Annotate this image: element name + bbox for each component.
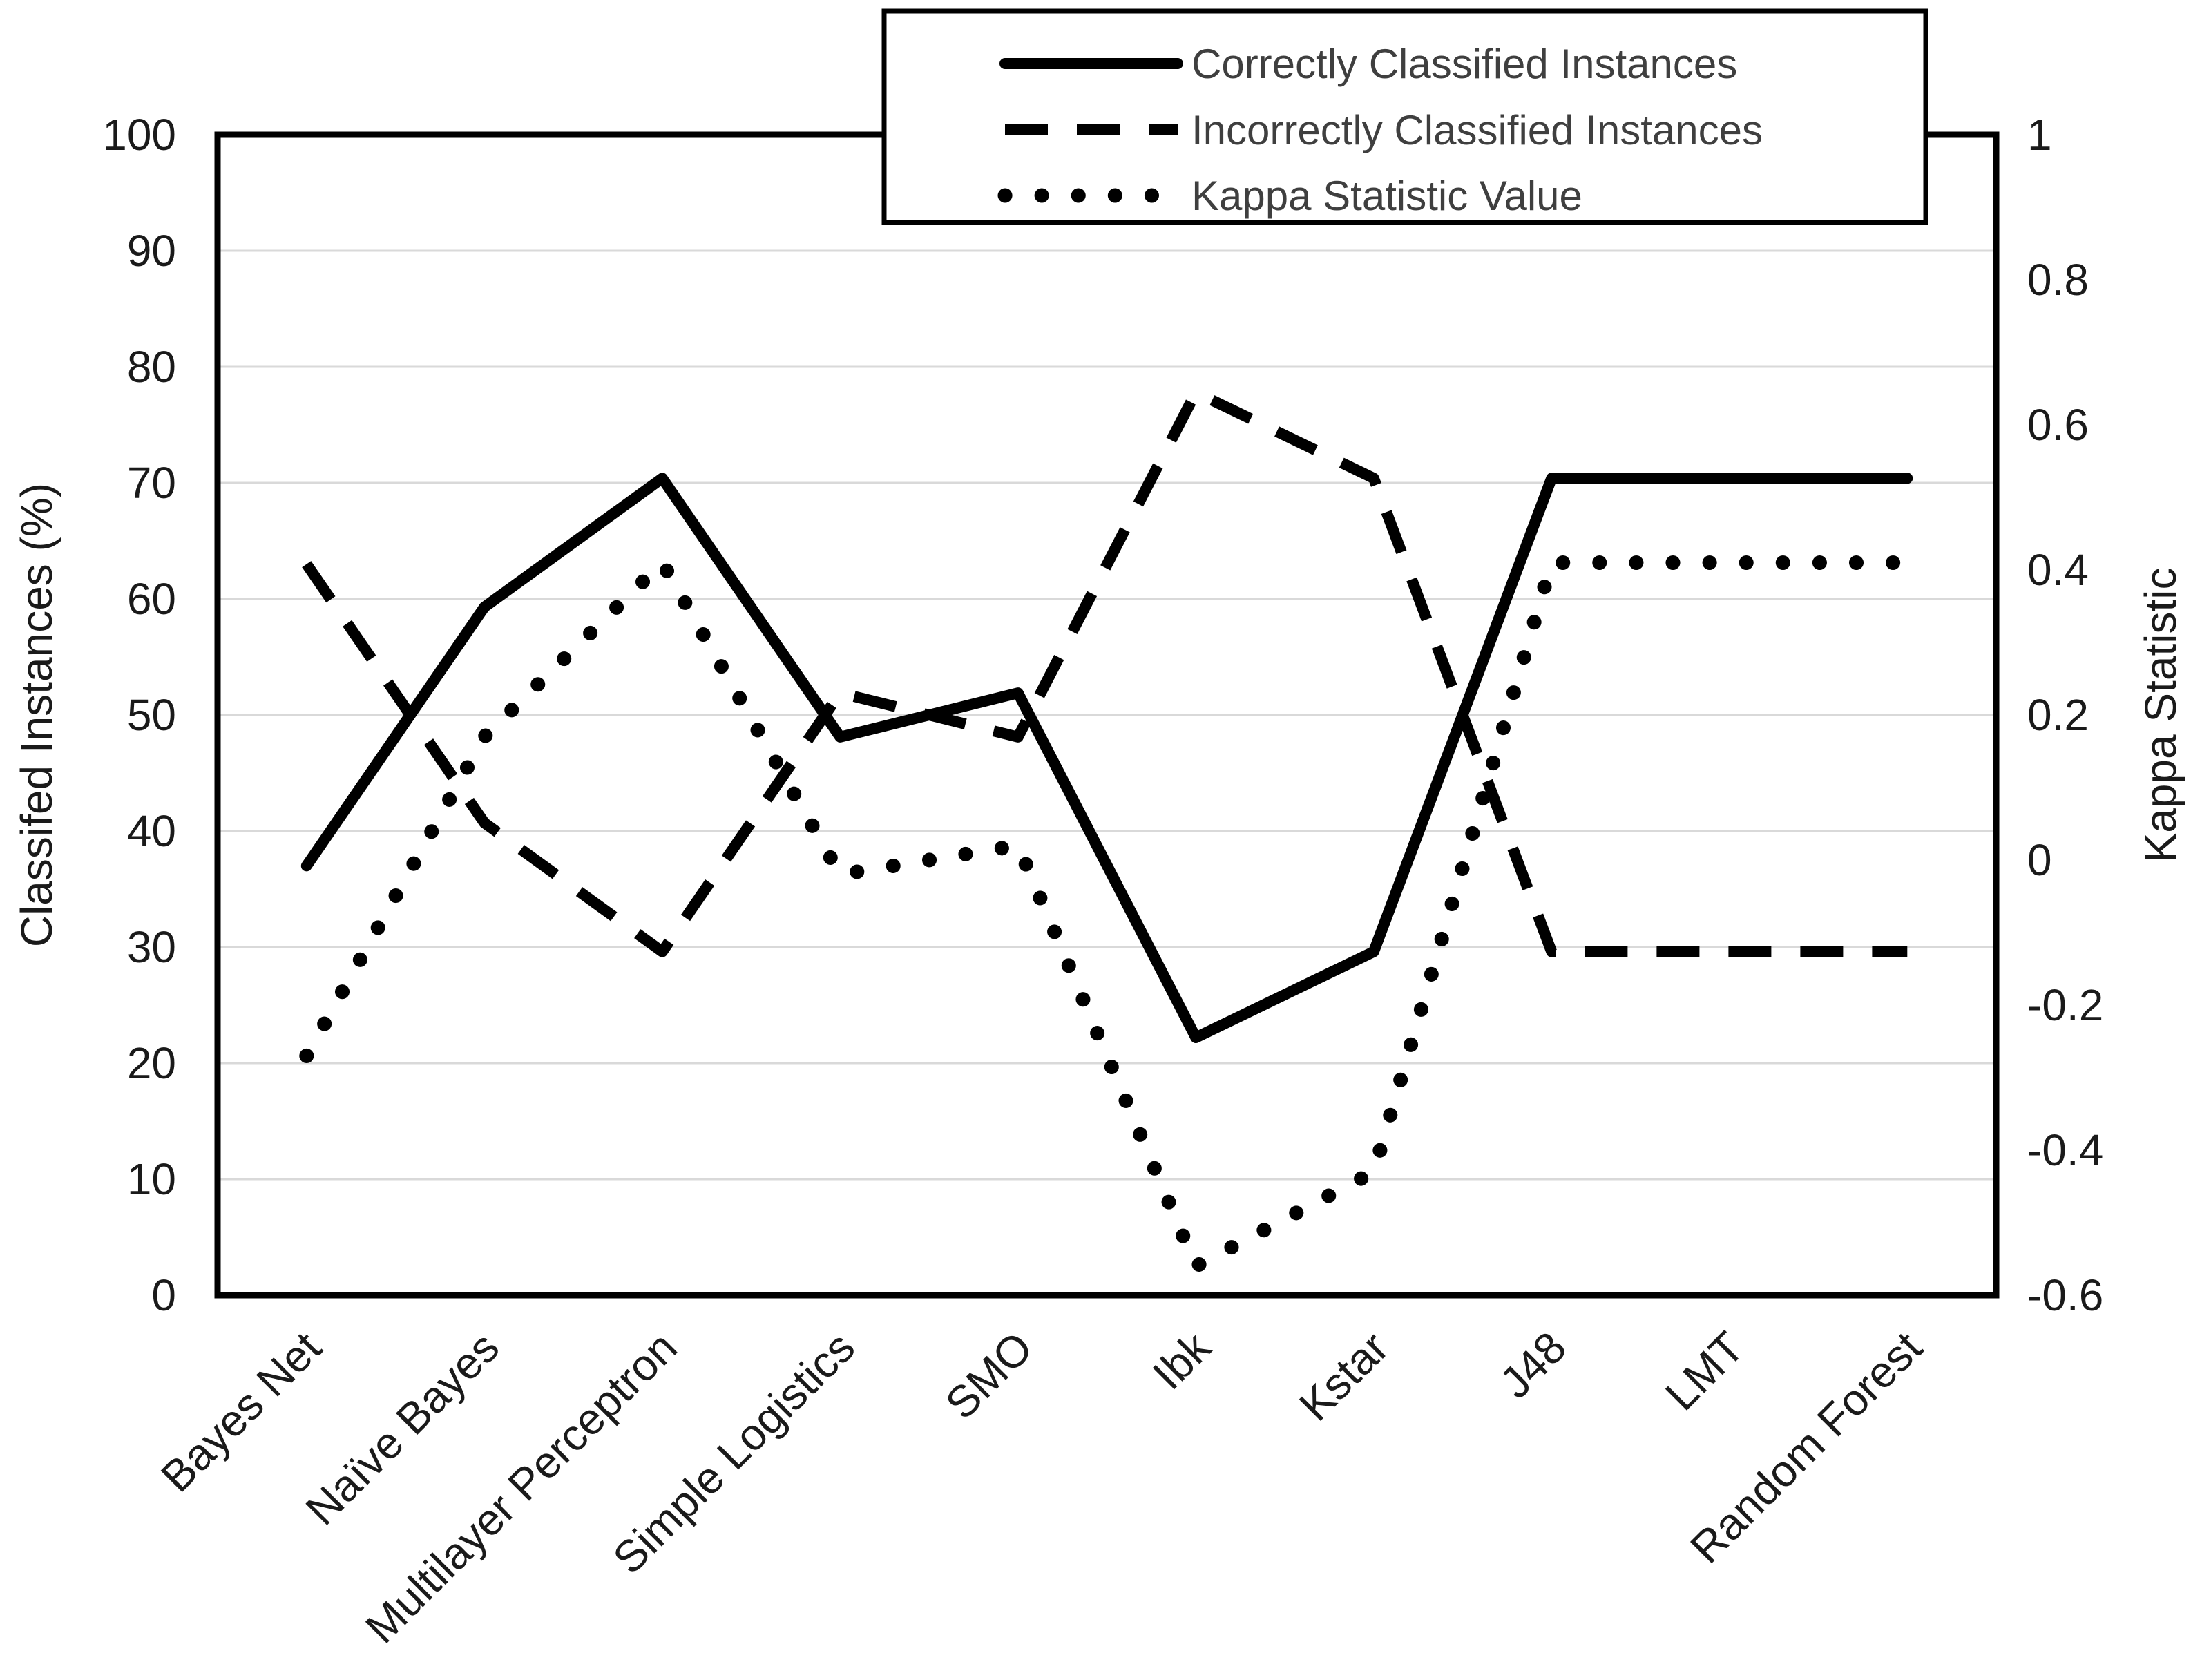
right-axis-title: Kappa Statistic — [2136, 568, 2185, 863]
left-axis-tick-label: 90 — [127, 226, 176, 276]
category-label: LMT — [1656, 1322, 1753, 1420]
legend-box — [881, 8, 1928, 225]
right-axis-tick-label: 0.6 — [2027, 400, 2089, 450]
left-axis-tick-label: 50 — [127, 690, 176, 740]
series-line-dashed — [302, 387, 1908, 957]
category-label: Ibk — [1143, 1321, 1221, 1399]
left-axis-tick-label: 100 — [102, 110, 176, 160]
series-line-dotted — [299, 555, 1915, 1274]
left-axis-tick-label: 10 — [127, 1154, 176, 1204]
legend-label-incorrect: Incorrectly Classified Instances — [1191, 107, 1763, 153]
right-axis-tick-labels: 1 0.8 0.6 0.4 0.2 0 -0.2 -0.4 -0.6 — [2027, 110, 2103, 1320]
series-line-solid — [300, 472, 1913, 1043]
right-axis-tick-label: 0.4 — [2027, 545, 2089, 595]
left-axis-tick-label: 0 — [151, 1270, 176, 1320]
left-axis-title: Classifed Instances (%) — [12, 483, 61, 947]
right-axis-tick-label: 0.8 — [2027, 255, 2089, 305]
legend-label-kappa: Kappa Statistic Value — [1191, 173, 1582, 219]
right-axis-tick-label: -0.2 — [2027, 980, 2103, 1030]
series-lines — [299, 387, 1915, 1274]
left-axis-tick-label: 30 — [127, 922, 176, 972]
category-label: Kstar — [1290, 1322, 1398, 1431]
category-label: J48 — [1490, 1322, 1576, 1408]
category-label: Multilayer Perceptron — [356, 1322, 686, 1652]
left-axis-tick-label: 70 — [127, 458, 176, 508]
left-axis-tick-label: 80 — [127, 342, 176, 392]
category-label: Bayes Net — [151, 1322, 331, 1502]
left-axis-tick-label: 20 — [127, 1038, 176, 1088]
left-axis-tick-labels: 0 10 20 30 40 50 60 70 80 90 100 — [102, 110, 176, 1320]
right-axis-tick-label: -0.6 — [2027, 1270, 2103, 1320]
right-axis-tick-label: -0.4 — [2027, 1125, 2103, 1175]
gridlines — [218, 249, 1996, 1181]
right-axis-tick-label: 0.2 — [2027, 690, 2089, 740]
category-label: SMO — [936, 1322, 1042, 1429]
left-axis-tick-label: 40 — [127, 806, 176, 856]
right-axis-tick-label: 1 — [2027, 110, 2052, 160]
right-axis-tick-label: 0 — [2027, 835, 2052, 885]
left-axis-tick-label: 60 — [127, 574, 176, 624]
legend: Correctly Classified Instances Incorrect… — [881, 8, 1928, 225]
legend-label-correct: Correctly Classified Instances — [1191, 41, 1737, 87]
